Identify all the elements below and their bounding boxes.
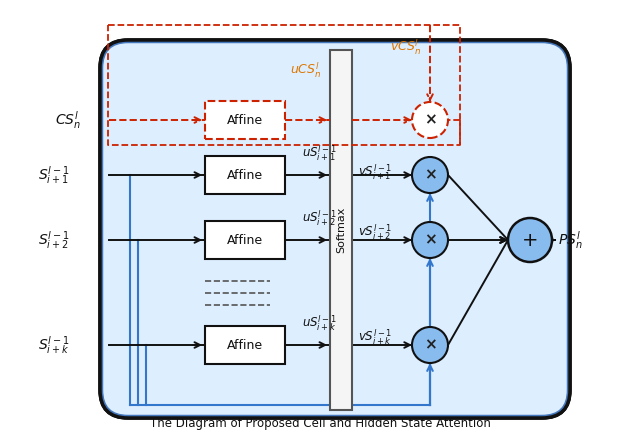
Text: Affine: Affine <box>227 169 263 181</box>
Bar <box>205 156 285 194</box>
Circle shape <box>412 222 448 258</box>
Text: $vCS^l_n$: $vCS^l_n$ <box>390 37 421 57</box>
Bar <box>205 221 285 259</box>
Text: $uS^{l-1}_{i+2}$: $uS^{l-1}_{i+2}$ <box>302 208 337 228</box>
Text: $uS^{l-1}_{i+k}$: $uS^{l-1}_{i+k}$ <box>302 313 337 333</box>
Text: Softmax: Softmax <box>336 207 346 253</box>
Text: ×: × <box>424 232 436 247</box>
Text: $PS^l_n$: $PS^l_n$ <box>558 229 582 251</box>
Text: Affine: Affine <box>227 338 263 352</box>
Text: $S^{l-1}_{i+1}$: $S^{l-1}_{i+1}$ <box>38 164 70 186</box>
Circle shape <box>508 218 552 262</box>
Text: $S^{l-1}_{i+k}$: $S^{l-1}_{i+k}$ <box>38 334 70 356</box>
Text: $CS^l_n$: $CS^l_n$ <box>55 109 81 131</box>
Text: ×: × <box>424 113 436 128</box>
Circle shape <box>412 102 448 138</box>
Text: $uS^{l-1}_{i+1}$: $uS^{l-1}_{i+1}$ <box>302 143 337 163</box>
Bar <box>205 326 285 364</box>
Text: +: + <box>522 231 538 249</box>
Text: The Diagram of Proposed Cell and Hidden State Attention: The Diagram of Proposed Cell and Hidden … <box>150 417 490 430</box>
Bar <box>330 50 352 410</box>
FancyBboxPatch shape <box>102 42 568 416</box>
Text: Affine: Affine <box>227 114 263 127</box>
Text: $vS^{l-1}_{i+k}$: $vS^{l-1}_{i+k}$ <box>358 327 392 347</box>
Bar <box>205 101 285 139</box>
Text: $vS^{l-1}_{i+1}$: $vS^{l-1}_{i+1}$ <box>358 162 392 182</box>
Text: $S^{l-1}_{i+2}$: $S^{l-1}_{i+2}$ <box>38 229 70 251</box>
Circle shape <box>412 327 448 363</box>
Text: ×: × <box>424 168 436 183</box>
FancyBboxPatch shape <box>100 40 570 418</box>
Text: ×: × <box>424 337 436 352</box>
Circle shape <box>412 157 448 193</box>
Text: Affine: Affine <box>227 234 263 246</box>
Text: $vS^{l-1}_{i+2}$: $vS^{l-1}_{i+2}$ <box>358 222 392 242</box>
Text: $uCS^l_n$: $uCS^l_n$ <box>290 60 321 80</box>
